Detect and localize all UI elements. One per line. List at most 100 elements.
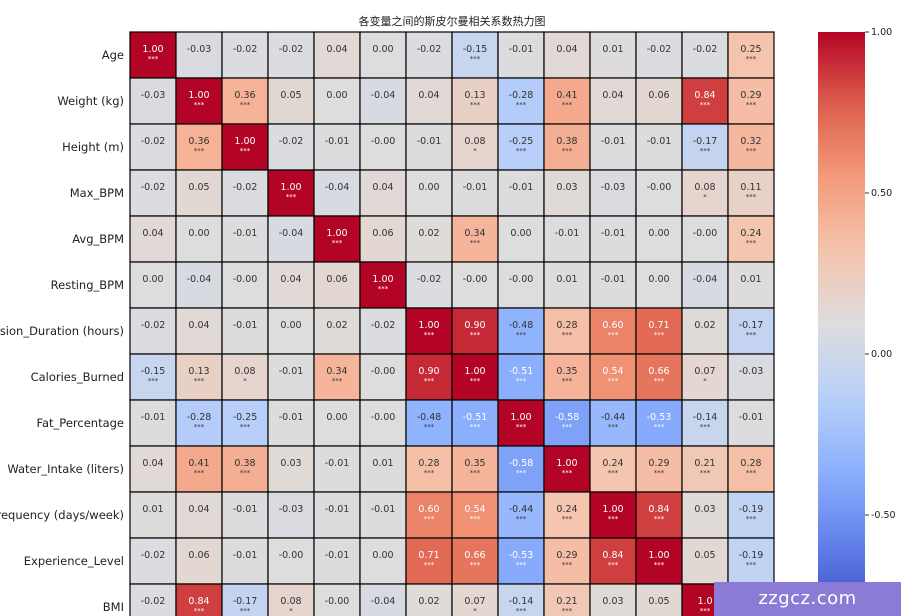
- cell-value-label: 0.01: [602, 44, 623, 55]
- cell-value-label: 0.03: [280, 458, 301, 469]
- heatmap-cell: [129, 537, 177, 585]
- heatmap-cell: [313, 307, 361, 355]
- heatmap-cell: [313, 31, 361, 79]
- heatmap-cell: [543, 307, 591, 355]
- heatmap-cell: [175, 491, 223, 539]
- heatmap-cell: [175, 215, 223, 263]
- heatmap-cell: [221, 123, 269, 171]
- cell-value-label: 0.00: [372, 550, 393, 561]
- heatmap-cell: [359, 583, 407, 616]
- heatmap-cell: [589, 399, 637, 447]
- cell-significance-label: ***: [516, 423, 527, 431]
- heatmap-cell: [497, 445, 545, 493]
- cell-significance-label: ***: [378, 285, 389, 293]
- heatmap-cell: [635, 491, 683, 539]
- heatmap-cell: [313, 491, 361, 539]
- cell-value-label: 0.00: [280, 320, 301, 331]
- cell-value-label: -0.25: [233, 412, 258, 423]
- heatmap-cell: [451, 399, 499, 447]
- cell-significance-label: ***: [240, 607, 251, 615]
- cell-significance-label: ***: [746, 331, 757, 339]
- heatmap-cell: [681, 491, 729, 539]
- heatmap-cell: [267, 215, 315, 263]
- heatmap-cell: [359, 491, 407, 539]
- cell-value-label: -0.03: [601, 182, 626, 193]
- cell-value-label: -0.28: [187, 412, 212, 423]
- cell-value-label: -0.01: [325, 458, 350, 469]
- cell-value-label: 0.03: [556, 182, 577, 193]
- cell-value-label: -0.00: [647, 182, 672, 193]
- cell-value-label: 0.24: [556, 504, 577, 515]
- cell-significance-label: ***: [424, 423, 435, 431]
- heatmap-cell: [727, 261, 775, 309]
- cell-value-label: 0.06: [372, 228, 393, 239]
- cell-value-label: -0.01: [325, 504, 350, 515]
- heatmap-cell: [221, 307, 269, 355]
- cell-significance-label: ***: [332, 239, 343, 247]
- heatmap-cell: [497, 307, 545, 355]
- heatmap-cell: [221, 31, 269, 79]
- cell-value-label: 1.00: [602, 504, 623, 515]
- cell-value-label: -0.02: [233, 44, 258, 55]
- cell-value-label: 0.41: [188, 458, 209, 469]
- chart-title: 各变量之间的斯皮尔曼相关系数热力图: [359, 14, 546, 28]
- cell-value-label: -0.00: [279, 550, 304, 561]
- heatmap-cell: [727, 399, 775, 447]
- cell-value-label: 0.84: [648, 504, 669, 515]
- cell-value-label: -0.48: [509, 320, 534, 331]
- row-label: Max_BPM: [70, 186, 124, 200]
- cell-value-label: 0.03: [602, 596, 623, 607]
- heatmap-cell: [681, 307, 729, 355]
- cell-value-label: 0.29: [556, 550, 577, 561]
- cell-value-label: -0.04: [693, 274, 718, 285]
- cell-value-label: 0.08: [464, 136, 485, 147]
- cell-significance-label: ***: [240, 147, 251, 155]
- cell-value-label: 0.07: [694, 366, 715, 377]
- heatmap-cell: [359, 77, 407, 125]
- cell-value-label: -0.04: [371, 596, 396, 607]
- heatmap-cell: [359, 537, 407, 585]
- cell-value-label: 1.0: [697, 596, 712, 607]
- cell-value-label: 0.29: [740, 90, 761, 101]
- cell-significance-label: ***: [470, 101, 481, 109]
- cell-value-label: -0.01: [279, 366, 304, 377]
- cell-value-label: 0.36: [188, 136, 209, 147]
- cell-value-label: -0.00: [371, 412, 396, 423]
- heatmap-cell: [635, 77, 683, 125]
- row-label: Age: [102, 48, 124, 62]
- heatmap-cell: [129, 215, 177, 263]
- heatmap-cell: [727, 491, 775, 539]
- heatmap-cell: [267, 123, 315, 171]
- cell-significance-label: ***: [746, 55, 757, 63]
- heatmap-cell: [543, 77, 591, 125]
- row-label: Resting_BPM: [51, 278, 124, 292]
- cell-significance-label: *: [703, 193, 707, 201]
- cell-value-label: 0.32: [740, 136, 761, 147]
- heatmap-cell: [313, 169, 361, 217]
- heatmap-cell: [681, 215, 729, 263]
- cell-value-label: 0.54: [464, 504, 485, 515]
- heatmap-cell: [543, 169, 591, 217]
- heatmap-cell: [635, 123, 683, 171]
- cell-value-label: 0.00: [418, 182, 439, 193]
- cell-value-label: -0.02: [233, 182, 258, 193]
- cell-significance-label: ***: [654, 423, 665, 431]
- heatmap-cell: [313, 537, 361, 585]
- cell-value-label: 0.60: [602, 320, 623, 331]
- cell-value-label: -0.03: [141, 90, 166, 101]
- heatmap-cell: [129, 399, 177, 447]
- cell-value-label: -0.01: [325, 550, 350, 561]
- heatmap-cell: [497, 169, 545, 217]
- heatmap-cell: [589, 77, 637, 125]
- heatmap-cell: [405, 353, 453, 401]
- cell-value-label: -0.53: [647, 412, 672, 423]
- cell-value-label: -0.58: [509, 458, 534, 469]
- cell-value-label: 1.00: [372, 274, 393, 285]
- cell-significance-label: ***: [700, 101, 711, 109]
- cell-value-label: -0.01: [601, 136, 626, 147]
- cell-significance-label: ***: [194, 101, 205, 109]
- heatmap-cell: [451, 215, 499, 263]
- cell-significance-label: ***: [240, 101, 251, 109]
- heatmap-cell: [727, 169, 775, 217]
